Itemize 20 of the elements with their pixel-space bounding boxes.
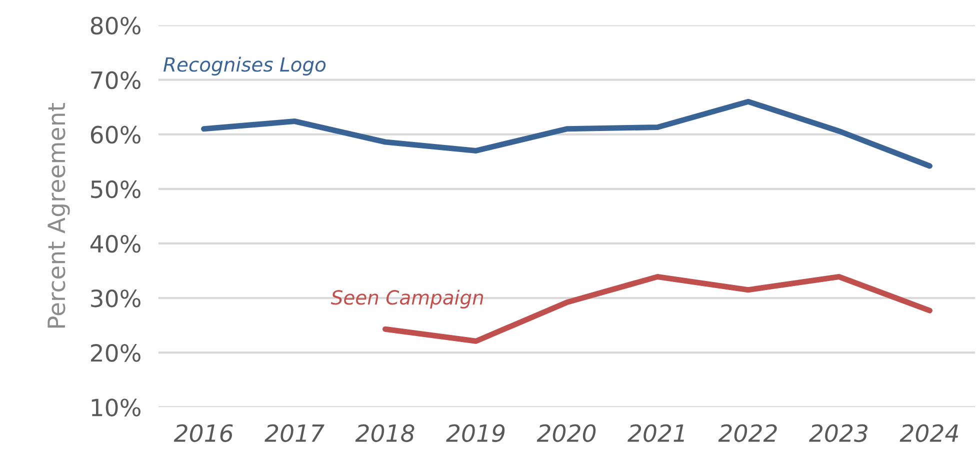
y-tick-label: 50%	[91, 180, 140, 198]
y-axis-title: Percent Agreement	[48, 103, 70, 328]
y-tick-label: 20%	[91, 344, 140, 362]
y-tick-label: 80%	[90, 16, 140, 35]
y-tick-label: 30%	[91, 289, 140, 308]
y-tick-label: 60%	[90, 126, 140, 144]
x-tick-label: 2022	[718, 424, 777, 442]
x-tick-label: 2024	[900, 424, 958, 442]
x-tick-label: 2019	[446, 424, 505, 442]
x-tick-label: 2016	[174, 424, 233, 442]
x-tick-label: 2018	[355, 424, 414, 442]
x-tick-label: 2017	[264, 424, 324, 442]
x-tick-label: 2020	[536, 424, 596, 442]
y-tick-label: 10%	[92, 398, 140, 416]
y-tick-label: 40%	[90, 234, 140, 253]
x-tick-label: 2023	[809, 424, 868, 442]
series-label: Seen Campaign	[330, 290, 484, 309]
y-tick-label: 70%	[91, 71, 140, 90]
text: Recognises Logo	[163, 56, 326, 76]
x-tick-label: 2021	[628, 424, 684, 442]
